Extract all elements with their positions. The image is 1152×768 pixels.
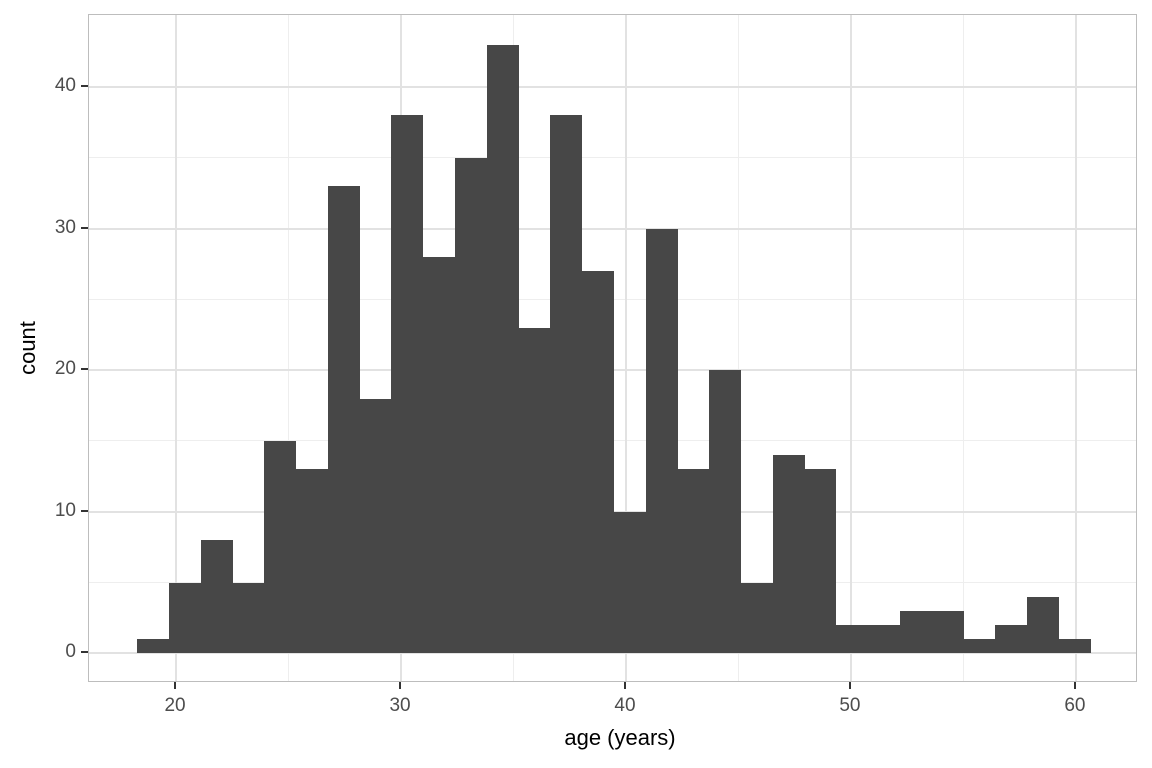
histogram-bar <box>455 158 487 653</box>
x-minor-gridline <box>962 15 964 681</box>
histogram-bar <box>137 639 169 653</box>
y-axis-tick <box>81 509 88 512</box>
histogram-bar <box>550 115 582 653</box>
y-minor-gridline <box>89 157 1136 159</box>
y-axis-tick <box>81 651 88 654</box>
x-axis-tick <box>848 682 851 689</box>
x-minor-gridline <box>288 15 290 681</box>
histogram-bar <box>900 611 932 653</box>
histogram-bar <box>519 328 550 653</box>
x-major-gridline <box>175 15 178 681</box>
histogram-bar <box>233 583 264 653</box>
histogram-bar <box>868 625 900 653</box>
histogram-bar <box>773 455 805 653</box>
x-axis-tick <box>1073 682 1076 689</box>
x-axis-tick <box>399 682 402 689</box>
plot-panel <box>88 14 1137 682</box>
y-major-gridline <box>89 652 1136 655</box>
histogram-bar <box>328 186 360 653</box>
histogram-bar <box>1027 597 1059 653</box>
histogram-bar <box>805 469 836 653</box>
histogram-bar <box>709 370 741 653</box>
y-axis-tick <box>81 85 88 88</box>
x-minor-gridline <box>737 15 739 681</box>
histogram-bar <box>646 229 678 653</box>
y-tick-label: 0 <box>65 641 76 663</box>
x-major-gridline <box>849 15 852 681</box>
histogram-bar <box>741 583 773 653</box>
x-tick-label: 30 <box>389 695 411 716</box>
histogram-bar <box>678 469 709 653</box>
y-axis-tick <box>81 226 88 229</box>
histogram-bar <box>487 45 519 653</box>
histogram-bar <box>932 611 964 653</box>
y-axis-tick <box>81 368 88 371</box>
x-axis-tick <box>623 682 626 689</box>
histogram-bar <box>582 271 614 653</box>
x-tick-label: 60 <box>1064 695 1086 716</box>
histogram-bar <box>423 257 455 653</box>
histogram-bar <box>360 399 391 653</box>
x-tick-label: 50 <box>839 695 861 716</box>
histogram-bar <box>201 540 233 653</box>
histogram-bar <box>169 583 201 653</box>
y-major-gridline <box>89 227 1136 230</box>
histogram-bar <box>995 625 1027 653</box>
histogram-bar <box>614 512 646 653</box>
y-tick-label: 10 <box>54 499 76 521</box>
y-axis-title: count <box>15 321 40 375</box>
x-major-gridline <box>1074 15 1077 681</box>
histogram-bar <box>836 625 868 653</box>
x-tick-label: 40 <box>614 695 636 716</box>
y-tick-label: 30 <box>54 216 76 238</box>
y-tick-label: 20 <box>54 358 76 380</box>
histogram-bar <box>1059 639 1091 653</box>
x-major-gridline <box>624 15 627 681</box>
y-major-gridline <box>89 86 1136 89</box>
x-axis-tick <box>174 682 177 689</box>
histogram-bar <box>264 441 296 653</box>
x-tick-label: 20 <box>164 695 186 716</box>
histogram-bar <box>296 469 328 653</box>
x-axis-title: age (years) <box>564 725 676 750</box>
histogram-bar <box>964 639 995 653</box>
histogram-bar <box>391 115 423 653</box>
y-tick-label: 40 <box>54 75 76 97</box>
